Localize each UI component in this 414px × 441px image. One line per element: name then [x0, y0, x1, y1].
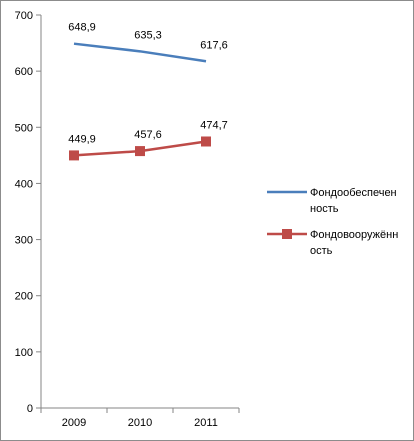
- legend-label-1: ность: [310, 203, 339, 215]
- x-tick-label: 2011: [194, 417, 218, 429]
- y-tick-label: 700: [15, 10, 33, 22]
- data-label-series-2: 474,7: [200, 119, 228, 131]
- legend-label-1: Фондообеспечен: [310, 187, 397, 199]
- axes: [40, 15, 239, 409]
- y-tick-label: 500: [15, 122, 33, 134]
- x-tick-label: 2010: [128, 417, 152, 429]
- y-tick-label: 0: [27, 403, 33, 415]
- legend-label-2: ость: [310, 245, 333, 257]
- y-tick-label: 100: [15, 347, 33, 359]
- data-label-series-2: 449,9: [68, 133, 96, 145]
- data-label-series-2: 457,6: [134, 129, 162, 141]
- series-2-point: [135, 146, 145, 157]
- series-2-point: [201, 136, 211, 147]
- y-tick-label: 400: [15, 178, 33, 190]
- data-labels: 648,9 635,3 617,6 449,9 457,6 474,7: [68, 22, 228, 146]
- legend-marker-2: [282, 229, 292, 239]
- y-axis-ticks: 0 100 200 300 400 500 600 700: [15, 10, 41, 415]
- data-label-series-1: 635,3: [134, 29, 162, 41]
- legend-label-2: Фондовооружённ: [310, 229, 398, 241]
- x-tick-label: 2009: [62, 417, 86, 429]
- data-label-series-1: 648,9: [68, 22, 96, 34]
- series-layer: [69, 42, 211, 161]
- y-tick-label: 200: [15, 291, 33, 303]
- y-tick-label: 600: [15, 66, 33, 78]
- x-axis-ticks: 2009 2010 2011: [40, 408, 240, 429]
- data-label-series-1: 617,6: [200, 39, 228, 51]
- y-tick-label: 300: [15, 235, 33, 247]
- series-line-1: [73, 42, 207, 63]
- legend: Фондообеспечен ность Фондовооружённ ость: [267, 187, 398, 257]
- series-2-point: [69, 150, 79, 161]
